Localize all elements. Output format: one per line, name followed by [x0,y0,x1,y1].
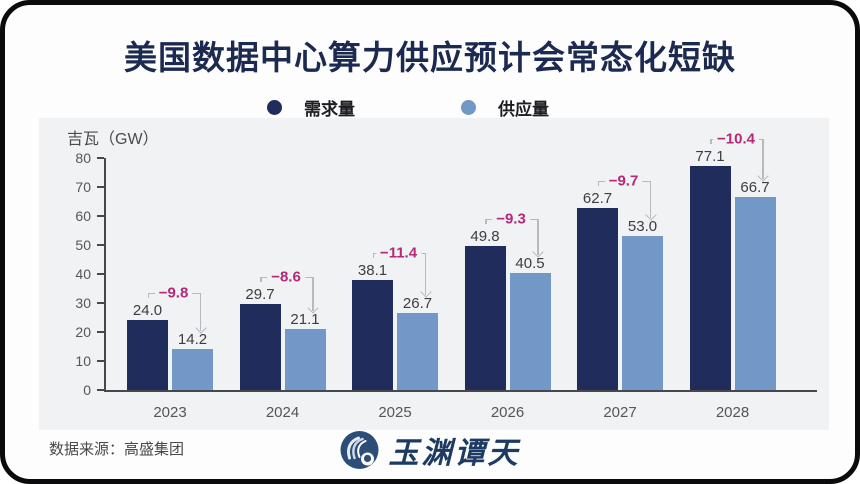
value-label-demand-2025: 38.1 [357,261,388,279]
gap-arrow-vline-2028 [762,139,764,179]
legend-item-demand: 需求量 [267,95,355,120]
gap-bracket-left-tick-2027 [597,181,600,187]
bar-supply-2026 [509,272,551,390]
y-axis-tick [97,273,104,275]
value-label-supply-2027: 53.0 [627,218,658,236]
gap-bracket-left-tick-2026 [485,218,487,224]
gap-arrow-vline-2024 [312,276,314,311]
bar-demand-2023 [127,320,168,390]
y-axis-unit-label: 吉瓦（GW） [67,131,159,148]
value-label-supply-2026: 40.5 [515,254,545,272]
legend: 需求量 供应量 [5,95,833,120]
gap-arrow-vline-2026 [537,218,539,255]
y-axis-tick-label: 0 [83,382,91,398]
x-axis-label-2025: 2025 [378,404,412,421]
y-axis-tick [97,360,104,362]
gap-arrow-vline-2025 [424,252,427,295]
gap-label-2026: −9.3 [492,210,530,228]
data-source-label: 数据来源：高盛集团 [49,441,185,458]
bar-supply-2028 [734,196,776,390]
bar-supply-2024 [284,328,326,390]
plot-area: 0 10 20 30 40 50 60 70 80 24.0 14.2 2023 −9.8 29.7 21.… [39,118,829,430]
y-axis-line [104,158,106,392]
bar-demand-2026 [464,245,506,390]
legend-label-demand: 需求量 [304,100,355,119]
gap-bracket-left-tick-2025 [372,252,375,258]
value-label-demand-2023: 24.0 [132,302,163,320]
bar-supply-2023 [172,348,213,390]
bar-demand-2024 [239,303,281,390]
gap-arrow-vline-2027 [649,181,652,219]
chart-panel: 吉瓦（GW） 0 10 20 30 40 50 60 70 80 24.0 14.2 2023 −9.8… [39,118,829,430]
value-label-supply-2023: 14.2 [177,330,208,348]
gap-label-2023: −9.8 [154,284,193,302]
bar-supply-2025 [397,312,438,390]
y-axis-tick [97,186,104,188]
y-axis-tick [97,389,104,391]
legend-label-supply: 供应量 [498,100,549,119]
value-label-supply-2028: 66.7 [740,178,770,196]
gap-label-2025: −11.4 [375,244,422,261]
logo-text: 玉渊谭天 [388,436,521,471]
gap-label-2028: −10.4 [713,130,759,148]
y-axis-tick-label: 20 [75,324,91,340]
chart-title: 美国数据中心算力供应预计会常态化短缺 [124,39,736,76]
bar-demand-2025 [352,279,393,390]
gap-bracket-left-tick-2028 [710,139,712,145]
y-axis-tick-label: 80 [75,150,91,166]
y-axis-tick-label: 60 [75,208,91,224]
y-axis-tick [97,302,104,304]
gap-bracket-left-tick-2023 [147,293,150,299]
legend-item-supply: 供应量 [461,95,549,120]
value-label-demand-2028: 77.1 [695,148,725,166]
x-axis-label-2023: 2023 [153,404,187,421]
value-label-demand-2024: 29.7 [245,285,275,303]
logo: 玉渊谭天 [340,428,521,472]
x-axis-line [104,390,817,392]
x-axis-label-2027: 2027 [603,404,637,421]
y-axis-tick [97,157,104,159]
y-axis-tick-label: 10 [75,353,91,369]
x-axis-label-2026: 2026 [490,404,525,421]
logo-swirl-icon [340,431,379,469]
demand-legend-dot-icon [267,100,282,115]
y-axis-tick [97,331,104,333]
supply-legend-dot-icon [461,100,476,115]
x-axis-label-2028: 2028 [715,404,750,421]
bar-demand-2027 [577,208,618,390]
y-axis-tick [97,215,104,217]
gap-label-2027: −9.7 [604,172,643,190]
y-axis-tick-label: 40 [75,266,91,282]
gap-bracket-left-tick-2024 [260,276,262,282]
value-label-demand-2026: 49.8 [470,227,500,245]
x-axis-label-2024: 2024 [265,404,300,421]
value-label-supply-2025: 26.7 [402,294,433,312]
y-axis-tick-label: 70 [75,179,91,195]
gap-arrow-vline-2023 [199,293,202,331]
value-label-supply-2024: 21.1 [290,310,320,328]
bar-demand-2028 [689,166,731,390]
y-axis-tick [97,244,104,246]
y-axis-tick-label: 30 [75,295,91,311]
y-axis-tick-label: 50 [75,237,91,253]
gap-label-2024: −8.6 [267,268,305,286]
value-label-demand-2027: 62.7 [582,190,613,208]
bar-supply-2027 [622,236,663,390]
